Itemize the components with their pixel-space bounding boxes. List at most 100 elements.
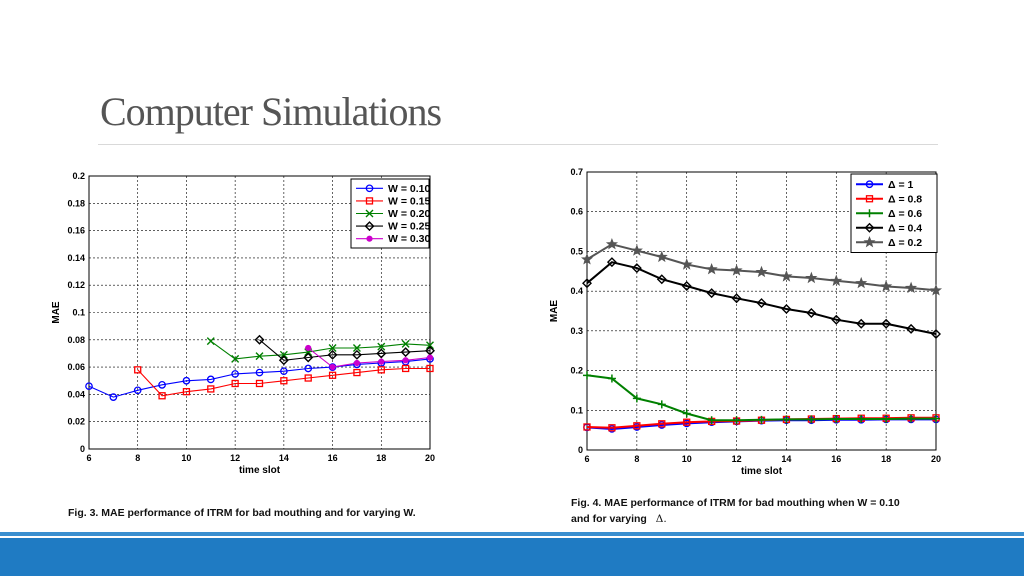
x-tick-label: 18 bbox=[881, 454, 891, 464]
data-point bbox=[278, 355, 289, 366]
legend-label: Δ = 0.6 bbox=[888, 208, 922, 220]
figure-4-caption: Fig. 4. MAE performance of ITRM for bad … bbox=[571, 495, 900, 527]
y-tick-label: 0.3 bbox=[570, 326, 583, 336]
data-point bbox=[401, 339, 410, 348]
data-point bbox=[231, 354, 240, 363]
y-tick-label: 0.2 bbox=[72, 171, 85, 181]
x-tick-label: 16 bbox=[328, 453, 338, 463]
data-point bbox=[109, 393, 118, 401]
footer-bar bbox=[0, 538, 1024, 576]
data-point bbox=[426, 354, 434, 361]
data-point bbox=[606, 257, 617, 268]
legend-label: W = 0.10 bbox=[388, 183, 430, 195]
data-point bbox=[351, 349, 362, 360]
legend-label: W = 0.25 bbox=[388, 221, 430, 233]
y-tick-label: 0.6 bbox=[570, 207, 583, 217]
data-point bbox=[932, 414, 940, 423]
y-tick-label: 0.02 bbox=[67, 417, 85, 427]
data-point bbox=[580, 253, 594, 265]
y-tick-label: 0.4 bbox=[570, 286, 583, 296]
series-4 bbox=[254, 334, 435, 366]
series-line bbox=[88, 358, 431, 398]
data-point bbox=[353, 359, 361, 367]
series-line bbox=[210, 340, 431, 360]
data-point bbox=[832, 415, 841, 424]
title-divider bbox=[98, 144, 938, 145]
data-point bbox=[583, 371, 591, 380]
data-point bbox=[857, 415, 866, 424]
data-point bbox=[327, 349, 338, 360]
legend-marker bbox=[865, 209, 874, 218]
y-tick-label: 0.06 bbox=[67, 362, 85, 372]
y-tick-label: 0 bbox=[578, 445, 583, 455]
footer-accent-line bbox=[0, 532, 1024, 536]
y-axis-label: MAE bbox=[549, 300, 560, 323]
data-point bbox=[206, 337, 215, 346]
figure-4-plot: 6 8 10 12 14 16 18 20 0 0.1 0.2 0.3 0.4 0.5 0.6 0.7 time… bbox=[549, 167, 943, 477]
data-point bbox=[85, 382, 93, 391]
data-point bbox=[378, 358, 385, 365]
series-2 bbox=[134, 364, 434, 400]
data-point bbox=[730, 264, 743, 276]
series-5 bbox=[305, 344, 434, 371]
data-point bbox=[780, 270, 793, 282]
data-point bbox=[400, 347, 411, 358]
data-point bbox=[255, 352, 264, 361]
y-tick-label: 0.2 bbox=[570, 366, 583, 376]
data-point bbox=[605, 237, 619, 250]
data-point bbox=[657, 400, 666, 409]
data-point bbox=[782, 415, 791, 424]
data-point bbox=[658, 420, 666, 428]
data-point bbox=[757, 415, 766, 424]
data-point bbox=[931, 329, 941, 340]
legend-label: W = 0.15 bbox=[388, 195, 430, 207]
data-point bbox=[855, 276, 868, 289]
x-tick-label: 8 bbox=[634, 454, 639, 464]
data-point bbox=[329, 364, 336, 371]
legend-label: W = 0.20 bbox=[388, 208, 430, 220]
y-tick-label: 0.04 bbox=[67, 389, 85, 399]
y-axis-label: MAE bbox=[51, 301, 62, 324]
legend-marker bbox=[365, 184, 374, 193]
x-tick-label: 12 bbox=[732, 454, 742, 464]
data-point bbox=[929, 283, 943, 296]
figure-4-caption-line1: Fig. 4. MAE performance of ITRM for bad … bbox=[571, 497, 900, 509]
legend-marker bbox=[865, 195, 874, 203]
x-tick-label: 6 bbox=[86, 453, 91, 463]
data-point bbox=[656, 274, 667, 285]
data-point bbox=[182, 376, 191, 385]
x-tick-label: 14 bbox=[279, 453, 289, 463]
data-point bbox=[907, 414, 916, 423]
legend: W = 0.10W = 0.15W = 0.20W = 0.25W = 0.30 bbox=[350, 178, 430, 249]
legend-marker bbox=[365, 209, 374, 218]
data-point bbox=[831, 314, 842, 325]
data-point bbox=[133, 386, 142, 395]
data-point bbox=[206, 375, 215, 384]
x-tick-label: 10 bbox=[181, 453, 191, 463]
legend-label: Δ = 1 bbox=[888, 179, 914, 191]
data-point bbox=[807, 415, 816, 424]
data-point bbox=[353, 368, 361, 377]
data-point bbox=[731, 293, 742, 304]
data-point bbox=[280, 377, 288, 385]
x-tick-label: 8 bbox=[135, 453, 140, 463]
data-point bbox=[582, 278, 592, 289]
x-tick-label: 16 bbox=[831, 454, 841, 464]
data-point bbox=[682, 409, 691, 418]
data-point bbox=[583, 423, 591, 431]
data-point bbox=[304, 364, 313, 373]
y-tick-label: 0.1 bbox=[72, 308, 85, 318]
data-point bbox=[304, 374, 312, 382]
figure-3-caption: Fig. 3. MAE performance of ITRM for bad … bbox=[68, 507, 416, 519]
x-tick-label: 12 bbox=[230, 453, 240, 463]
series-line bbox=[586, 261, 937, 335]
x-axis-label: time slot bbox=[239, 465, 281, 476]
data-point bbox=[706, 288, 717, 299]
data-point bbox=[683, 418, 691, 426]
data-point bbox=[781, 304, 792, 315]
delta-symbol: Δ. bbox=[655, 513, 667, 525]
data-point bbox=[856, 318, 867, 329]
legend: Δ = 1 Δ = 0.8 Δ = 0.6 Δ = 0.4 Δ = 0.2 bbox=[850, 173, 938, 253]
y-tick-label: 0.16 bbox=[67, 226, 85, 236]
data-point bbox=[630, 244, 643, 256]
